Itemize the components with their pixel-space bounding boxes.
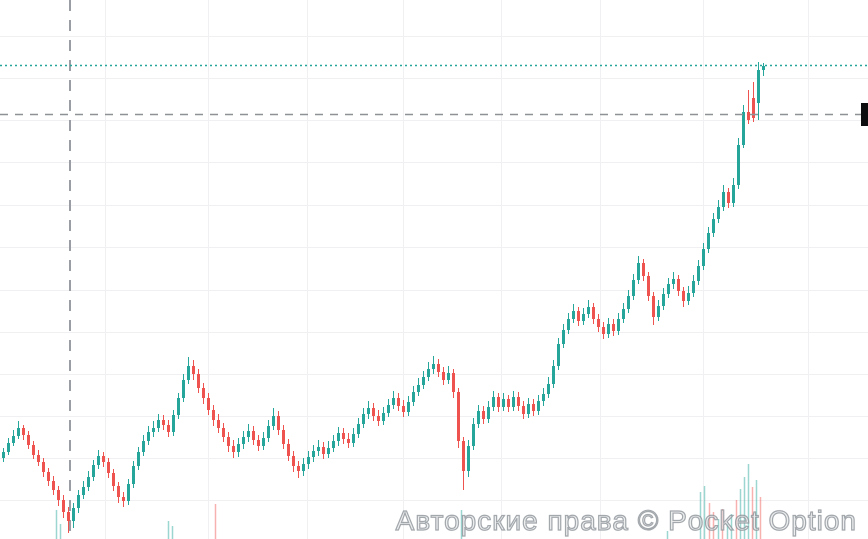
volume-layer	[55, 464, 762, 539]
price-axis-label-stub	[861, 103, 868, 126]
candles-layer	[2, 62, 765, 533]
